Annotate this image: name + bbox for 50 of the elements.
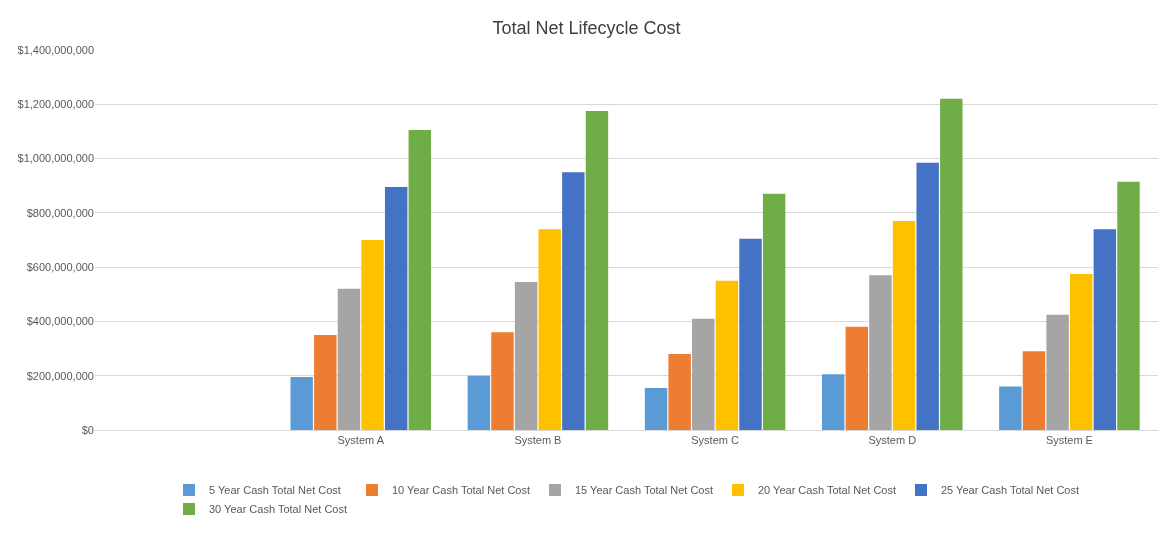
bar: [999, 386, 1022, 430]
bar: [845, 326, 869, 430]
bar: [821, 374, 845, 430]
legend-label: 15 Year Cash Total Net Cost: [575, 484, 713, 497]
y-tick-label: $1,400,000,000: [17, 43, 94, 56]
bar: [1093, 229, 1117, 430]
bar: [585, 111, 609, 430]
legend-label: 10 Year Cash Total Net Cost: [392, 484, 530, 497]
bar: [384, 187, 408, 430]
bar: [739, 238, 762, 430]
bar: [361, 240, 384, 430]
y-tick-label: $0: [81, 423, 94, 436]
chart-title: Total Net Lifecycle Cost: [492, 18, 681, 39]
y-tick-label: $600,000,000: [26, 260, 94, 273]
bar: [668, 354, 691, 430]
bar: [869, 275, 892, 430]
x-tick-label: System D: [868, 434, 917, 447]
bar: [692, 318, 715, 430]
y-tick-label: $1,200,000,000: [17, 98, 94, 111]
bar: [644, 387, 668, 430]
x-tick-label: System B: [514, 434, 562, 447]
bar: [762, 193, 786, 430]
bar: [940, 98, 963, 430]
bar: [538, 229, 561, 430]
bar: [408, 130, 432, 430]
x-tick-label: System E: [1045, 434, 1093, 447]
legend-label: 20 Year Cash Total Net Cost: [758, 484, 896, 497]
x-tick-label: System C: [691, 434, 739, 447]
bar: [562, 172, 585, 430]
x-tick-label: System A: [337, 434, 385, 447]
bar: [514, 282, 538, 430]
legend-label: 30 Year Cash Total Net Cost: [209, 503, 347, 516]
bar: [467, 375, 491, 430]
y-tick-label: $400,000,000: [26, 315, 94, 328]
bar: [1022, 351, 1046, 430]
legend-label: 5 Year Cash Total Net Cost: [209, 484, 341, 497]
bar: [892, 221, 916, 430]
bar: [1070, 273, 1093, 430]
bar: [1046, 314, 1069, 430]
bar: [314, 335, 337, 430]
bar: [290, 377, 313, 430]
bar: [1117, 181, 1140, 430]
bar: [715, 280, 739, 430]
legend-label: 25 Year Cash Total Net Cost: [941, 484, 1079, 497]
y-tick-label: $800,000,000: [26, 206, 94, 219]
bar: [491, 332, 514, 430]
y-tick-label: $200,000,000: [26, 369, 94, 382]
y-tick-label: $1,000,000,000: [17, 152, 94, 165]
bar: [337, 288, 361, 430]
bar: [916, 162, 939, 430]
